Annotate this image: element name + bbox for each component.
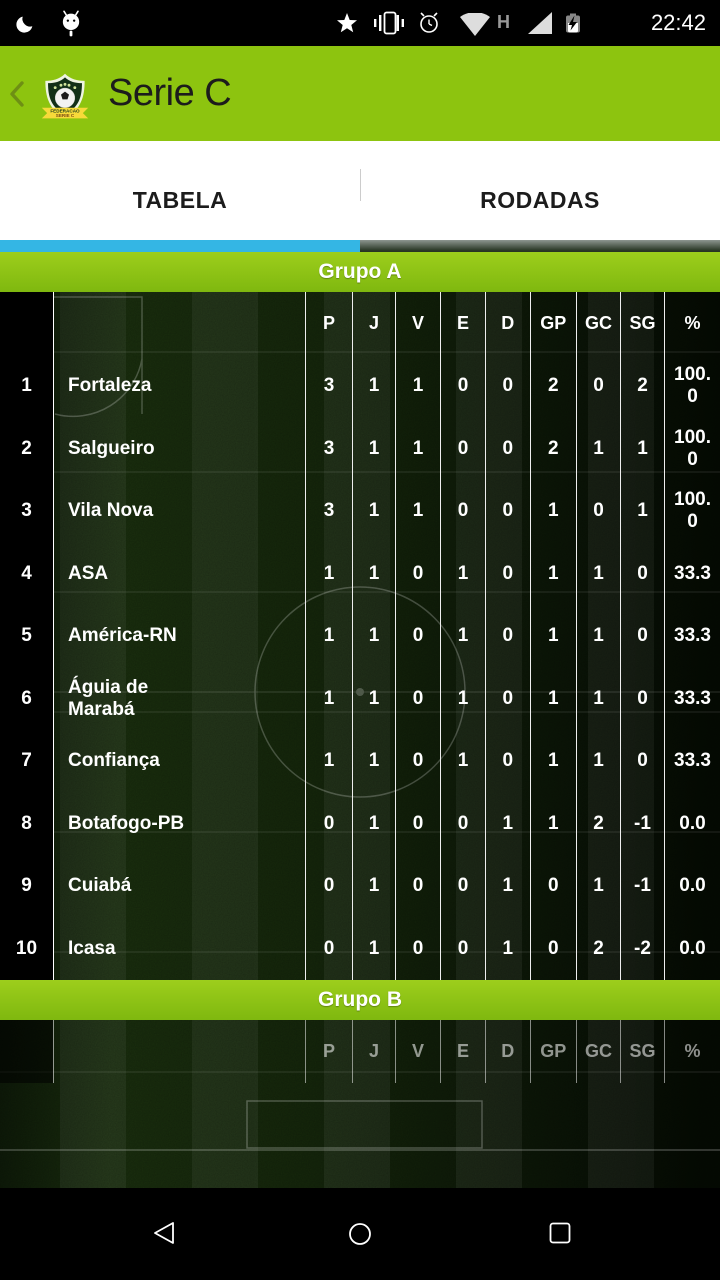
- svg-text:SERIE C: SERIE C: [56, 113, 75, 118]
